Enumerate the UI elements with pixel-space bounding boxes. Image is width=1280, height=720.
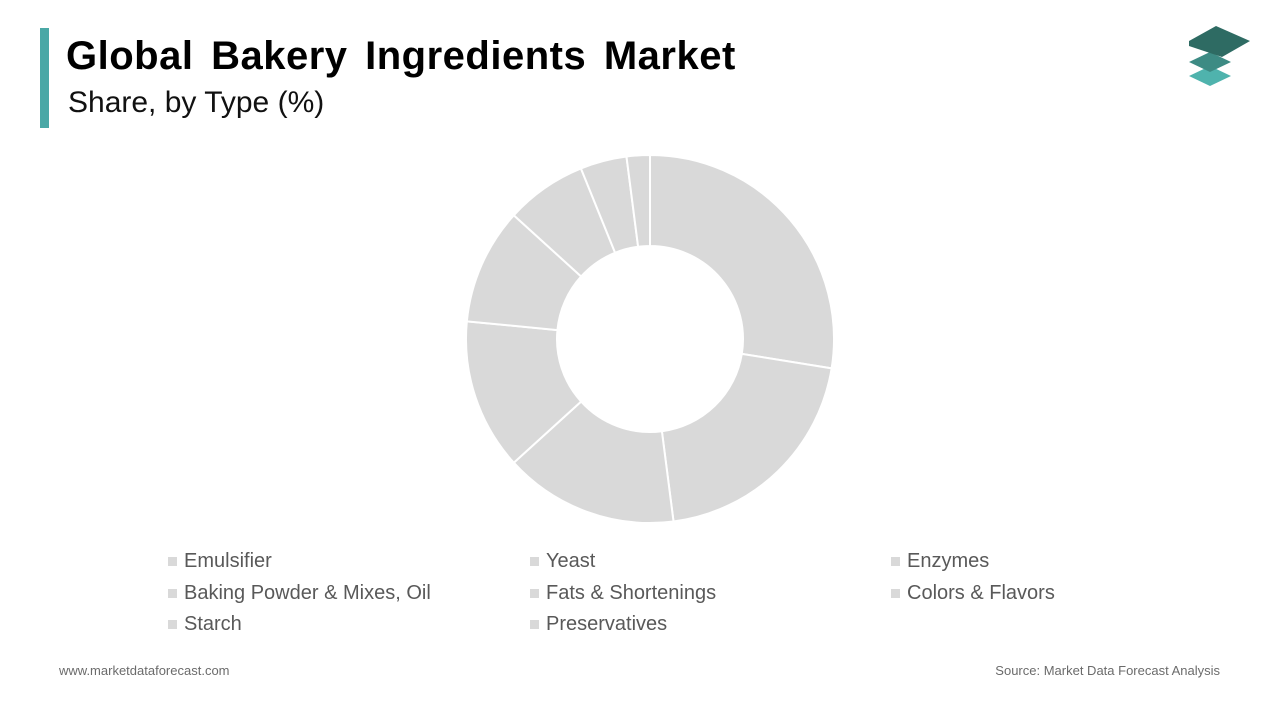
donut-slice-yeast	[660, 352, 833, 523]
legend-label: Fats & Shortenings	[546, 581, 717, 604]
legend-item: Baking Powder & Mixes, Oil	[168, 581, 431, 605]
donut-slice-preservatives	[625, 153, 651, 248]
legend-item: Starch	[168, 612, 242, 636]
logo-layer-middle	[1189, 52, 1231, 72]
legend-item: Colors & Flavors	[891, 581, 1055, 605]
logo-layer-bottom	[1189, 66, 1231, 86]
legend-swatch	[168, 588, 177, 598]
legend-swatch	[168, 619, 177, 629]
legend-swatch	[891, 556, 900, 566]
legend-swatch	[530, 588, 539, 598]
legend-label: Preservatives	[546, 612, 668, 635]
page-subtitle: Share, by Type (%)	[68, 86, 325, 119]
legend-label: Starch	[184, 612, 242, 635]
legend-label: Colors & Flavors	[907, 581, 1055, 604]
legend-label: Baking Powder & Mixes, Oil	[184, 581, 431, 604]
title-accent-bar	[40, 28, 49, 128]
legend-item: Preservatives	[530, 612, 667, 636]
legend-item: Enzymes	[891, 549, 989, 573]
website-footer: www.marketdataforecast.com	[59, 663, 230, 678]
source-footer: Source: Market Data Forecast Analysis	[995, 663, 1220, 678]
legend-swatch	[530, 619, 539, 629]
donut-chart	[465, 153, 835, 524]
legend-swatch	[168, 556, 177, 566]
donut-slice-emulsifier	[649, 153, 835, 370]
legend-swatch	[891, 588, 900, 598]
legend-label: Emulsifier	[184, 549, 272, 572]
legend-label: Enzymes	[907, 549, 990, 572]
legend-swatch	[530, 556, 539, 566]
logo-layer-top	[1189, 26, 1250, 57]
legend-item: Fats & Shortenings	[530, 581, 716, 605]
stacked-layers-logo-icon	[1189, 26, 1250, 86]
legend-item: Emulsifier	[168, 549, 272, 573]
page-title: Global Bakery Ingredients Market	[66, 34, 736, 78]
legend-item: Yeast	[530, 549, 595, 573]
legend-label: Yeast	[546, 549, 596, 572]
